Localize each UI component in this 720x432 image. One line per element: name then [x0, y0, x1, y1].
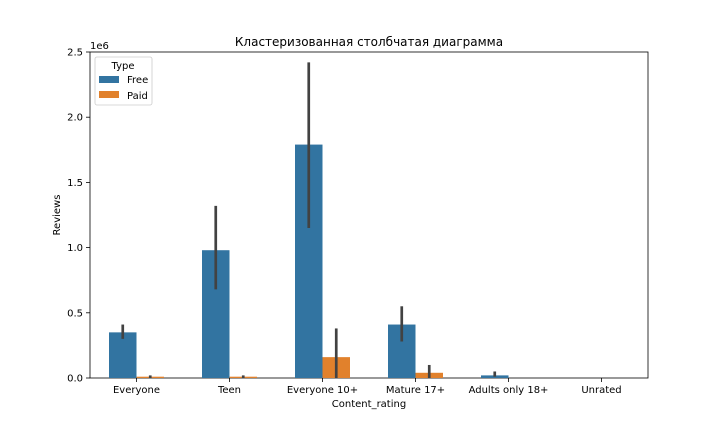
legend-swatch-free	[99, 76, 119, 83]
y-offset-label: 1e6	[90, 41, 109, 52]
y-tick-label: 2.0	[67, 113, 83, 124]
x-tick-label: Everyone	[113, 385, 160, 396]
x-tick-label: Everyone 10+	[287, 385, 358, 396]
legend-swatch-paid	[99, 91, 119, 98]
y-tick-label: 0.5	[67, 308, 83, 319]
x-axis-label: Content_rating	[332, 399, 406, 410]
x-tick-label: Mature 17+	[386, 385, 445, 396]
legend: Type Free Paid	[94, 56, 153, 106]
y-axis: 0.0 0.5 1.0 1.5 2.0 2.5	[67, 48, 90, 385]
x-axis: Everyone Teen Everyone 10+ Mature 17+ Adults…	[113, 378, 622, 396]
y-tick-label: 0.0	[67, 374, 83, 385]
chart-title: Кластеризованная столбчатая диаграмма	[235, 35, 503, 49]
legend-label-free: Free	[127, 75, 148, 86]
x-tick-label: Unrated	[581, 385, 621, 396]
plot-frame	[89, 51, 649, 379]
bar-free-0	[109, 332, 137, 378]
y-tick-label: 1.5	[67, 178, 83, 189]
y-axis-label: Reviews	[52, 195, 63, 236]
y-tick-label: 1.0	[67, 243, 83, 254]
y-tick-label: 2.5	[67, 48, 83, 59]
legend-label-paid: Paid	[127, 91, 148, 102]
x-tick-label: Adults only 18+	[469, 385, 549, 396]
legend-title: Type	[111, 61, 135, 72]
bars-group	[109, 62, 509, 378]
x-tick-label: Teen	[217, 385, 241, 396]
